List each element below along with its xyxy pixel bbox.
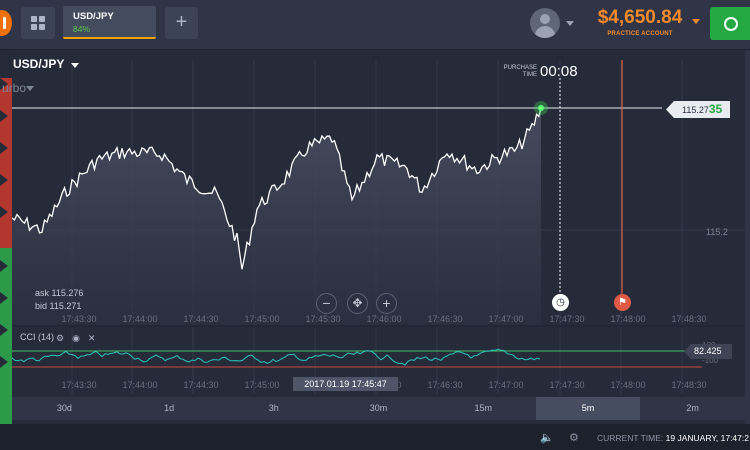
time-tick: 17:47:00	[488, 380, 524, 390]
cci-label: CCI (14)	[20, 332, 55, 342]
left-indicator-strip	[0, 50, 12, 424]
time-tick: 17:43:30	[61, 314, 97, 324]
cci-line	[12, 348, 541, 366]
balance-chevron-icon[interactable]	[692, 19, 700, 24]
time-tick: 17:44:00	[122, 380, 158, 390]
price-level-label: 115.2	[706, 227, 728, 237]
time-tick: 17:46:30	[427, 314, 463, 324]
current-time-value: 19 JANUARY, 17:47:2	[665, 433, 749, 443]
gear-icon[interactable]: ⚙	[56, 333, 65, 343]
add-asset-button[interactable]: +	[165, 7, 198, 39]
stopwatch-icon: ◷	[552, 294, 569, 311]
timeframe-30m[interactable]: 30m	[369, 403, 388, 413]
status-bar: 🔈 ⚙ CURRENT TIME: 19 JANUARY, 17:47:2	[0, 424, 750, 450]
time-tick: 17:47:00	[488, 314, 524, 324]
zoom-in-button[interactable]: +	[376, 293, 397, 314]
price-line	[12, 107, 542, 270]
timeframe-2m[interactable]: 2m	[686, 403, 699, 413]
timeframe-5m[interactable]: 5m	[535, 397, 641, 420]
deposit-icon	[724, 17, 738, 31]
time-tick: 17:47:30	[549, 314, 585, 324]
time-tick: 17:48:00	[610, 314, 646, 324]
purchase-timer: 00:08	[540, 63, 578, 80]
pan-button[interactable]: ✥	[347, 293, 368, 314]
chart-canvas[interactable]	[12, 50, 745, 396]
menu-grid-button[interactable]	[21, 7, 55, 39]
time-tick: 17:48:30	[671, 314, 707, 324]
right-panel	[745, 50, 750, 424]
time-tick: 17:46:30	[427, 380, 463, 390]
time-tick: 17:45:30	[305, 314, 341, 324]
price-chart[interactable]: USD/JPY urbo PURCHASE TIME 00:08 115.273…	[2, 50, 745, 396]
time-tick: 17:44:30	[183, 380, 219, 390]
price-main: 115.27	[682, 105, 709, 115]
close-icon[interactable]: ✕	[87, 333, 96, 343]
time-tick: 17:45:00	[244, 380, 280, 390]
pair-selector[interactable]: USD/JPY	[13, 57, 65, 71]
time-tick: 17:45:00	[244, 314, 280, 324]
avatar[interactable]	[530, 8, 560, 38]
mode-selector[interactable]: urbo	[2, 81, 27, 95]
asset-tab-usdjpy[interactable]: USD/JPY 84%	[63, 6, 156, 39]
cci-lower-label: -100	[702, 356, 719, 365]
trader-sentiment-bar	[0, 78, 12, 424]
balance-display[interactable]: $4,650.84 PRACTICE ACCOUNT	[590, 7, 690, 37]
balance-amount: $4,650.84	[597, 7, 683, 28]
current-price-tag: 115.2735	[666, 101, 730, 118]
time-tick: 17:43:30	[61, 380, 97, 390]
settings-icon[interactable]: ⚙	[569, 432, 579, 444]
bid-price: bid 115.271	[35, 301, 82, 311]
current-price-dot	[538, 105, 544, 111]
time-tick: 17:48:00	[610, 380, 646, 390]
eye-icon[interactable]: ◉	[72, 333, 80, 343]
mode-chevron-icon[interactable]	[26, 86, 34, 91]
timeframe-3h[interactable]: 3h	[268, 403, 279, 413]
timeframe-1d[interactable]: 1d	[164, 403, 175, 413]
time-tick: 17:44:00	[122, 314, 158, 324]
crosshair-time-label: 2017.01.19 17:45:47	[293, 377, 398, 391]
ask-price: ask 115.276	[35, 288, 84, 298]
asset-tab-name: USD/JPY	[73, 11, 114, 22]
sound-icon[interactable]: 🔈	[540, 432, 554, 444]
zoom-out-button[interactable]: −	[316, 293, 337, 314]
current-time-label: CURRENT TIME:	[597, 433, 664, 443]
chevron-down-icon[interactable]	[566, 21, 574, 26]
time-tick: 17:47:30	[549, 380, 585, 390]
grid-icon	[31, 16, 37, 22]
timeframe-bar: 30d 1d 3h 30m 15m 5m 2m	[12, 397, 745, 420]
time-tick: 17:44:30	[183, 314, 219, 324]
timeframe-15m[interactable]: 15m	[474, 403, 492, 413]
time-tick: 17:48:30	[671, 380, 707, 390]
current-time: CURRENT TIME: 19 JANUARY, 17:47:2	[597, 433, 749, 443]
top-bar: USD/JPY 84% + $4,650.84 PRACTICE ACCOUNT	[0, 0, 750, 50]
purchase-time-label: PURCHASE TIME	[503, 65, 537, 78]
price-area	[12, 108, 541, 325]
deposit-button[interactable]	[710, 7, 750, 40]
timeframe-30d[interactable]: 30d	[56, 403, 72, 413]
flag-icon: ⚑	[614, 294, 631, 311]
asset-tab-payout: 84%	[73, 24, 91, 34]
price-highlight: 35	[708, 102, 723, 116]
cci-value-tag: 82.425	[684, 344, 732, 359]
brand-logo[interactable]	[0, 10, 12, 36]
pair-chevron-icon[interactable]	[71, 63, 79, 68]
user-icon	[540, 14, 550, 24]
time-tick: 17:46:00	[366, 314, 402, 324]
account-type-label: PRACTICE ACCOUNT	[607, 31, 673, 37]
cci-controls: ⚙ ◉ ✕	[56, 333, 103, 344]
